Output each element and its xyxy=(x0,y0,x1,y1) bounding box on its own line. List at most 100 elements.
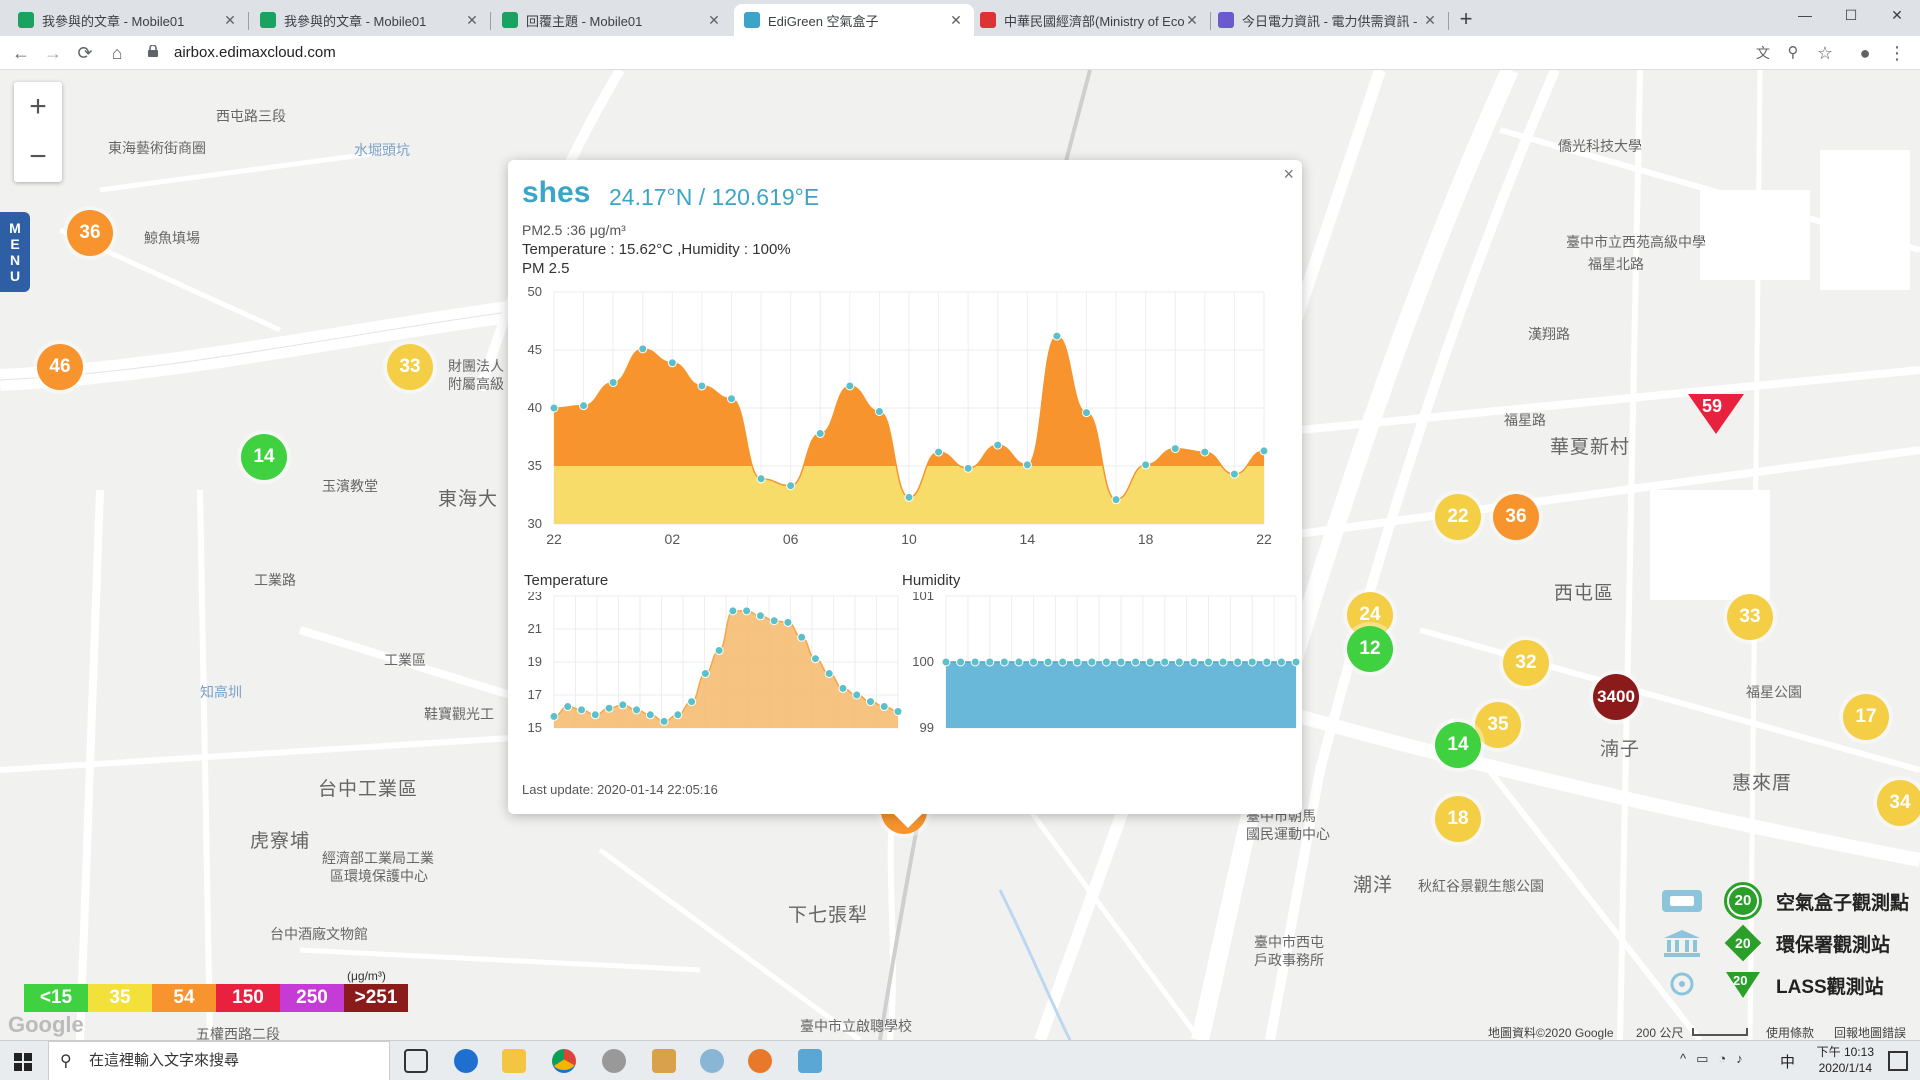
menu-dots-icon[interactable]: ⋮ xyxy=(1888,43,1906,63)
data-point xyxy=(1189,657,1199,667)
taskbar-search[interactable]: 在這裡輸入文字來搜尋 xyxy=(48,1041,390,1080)
place-label: 經濟部工業局工業 xyxy=(322,850,434,866)
data-point xyxy=(1116,657,1126,667)
data-point xyxy=(815,429,825,439)
data-point xyxy=(852,690,862,700)
tab-title: 中華民國經濟部(Ministry of Eco xyxy=(1004,13,1184,29)
chart-area xyxy=(554,610,898,728)
humidity-chart-title: Humidity xyxy=(902,572,961,589)
terms-link[interactable]: 使用條款 xyxy=(1766,1026,1815,1040)
home-icon[interactable]: ⌂ xyxy=(111,43,123,63)
close-tab-icon[interactable]: ✕ xyxy=(1424,11,1436,28)
translate-icon[interactable]: 文 xyxy=(1756,45,1770,61)
zoom-in-button[interactable]: + xyxy=(29,90,47,123)
system-clock[interactable]: 下午 10:13 2020/1/14 xyxy=(1817,1044,1874,1076)
tab-bar: 我參與的文章 - Mobile01 ✕ 我參與的文章 - Mobile01 ✕ 回覆主題… xyxy=(0,0,1920,36)
new-tab-button[interactable]: + xyxy=(1459,6,1473,31)
edge-icon[interactable] xyxy=(454,1049,478,1073)
system-tray-icons[interactable]: ^▭◔♪ xyxy=(1680,1051,1753,1066)
place-label: 華夏新村 xyxy=(1550,437,1631,458)
temperature-chart[interactable]: 15 17 19 21 23 xyxy=(508,592,902,742)
pm25-chart[interactable]: 30 35 40 45 50 22 02 06 10 14 18 22 xyxy=(508,284,1302,546)
humidity-chart[interactable]: 99 100 101 xyxy=(892,592,1302,742)
airbox-marker[interactable]: 12 xyxy=(1347,626,1393,672)
airbox-marker[interactable]: 14 xyxy=(241,434,287,480)
close-window-button[interactable]: ✕ xyxy=(1891,7,1903,23)
data-point xyxy=(824,669,834,679)
task-view-icon[interactable] xyxy=(404,1049,428,1073)
airbox-marker[interactable]: 33 xyxy=(1727,594,1773,640)
chrome-icon[interactable] xyxy=(552,1049,576,1073)
app-icon[interactable] xyxy=(602,1049,626,1073)
app-icon[interactable] xyxy=(700,1049,724,1073)
airbox-marker[interactable]: 46 xyxy=(37,344,83,390)
app-icon[interactable] xyxy=(748,1049,772,1073)
data-point xyxy=(865,697,875,707)
place-label: 西屯路三段 xyxy=(216,108,286,124)
airbox-marker[interactable]: 22 xyxy=(1435,494,1481,540)
data-point xyxy=(810,654,820,664)
report-error-link[interactable]: 回報地圖錯誤 xyxy=(1834,1026,1907,1040)
browser-tab[interactable]: 我參與的文章 - Mobile01 ✕ xyxy=(250,4,491,36)
bookmark-star-icon[interactable]: ☆ xyxy=(1816,43,1834,63)
airbox-marker[interactable]: 32 xyxy=(1503,640,1549,686)
data-point xyxy=(659,716,669,726)
close-tab-icon[interactable]: ✕ xyxy=(708,11,720,28)
close-tab-icon[interactable]: ✕ xyxy=(950,11,962,28)
back-icon[interactable]: ← xyxy=(12,43,30,63)
reload-icon[interactable]: ⟳ xyxy=(77,43,93,63)
app-icon[interactable] xyxy=(652,1049,676,1073)
airbox-marker[interactable]: 36 xyxy=(1493,494,1539,540)
airbox-marker[interactable]: 34 xyxy=(1877,780,1920,826)
airbox-marker[interactable]: 33 xyxy=(387,344,433,390)
popup-close-button[interactable]: × xyxy=(1283,164,1294,184)
notification-icon[interactable] xyxy=(1888,1051,1908,1071)
data-point xyxy=(687,697,697,707)
browser-tab[interactable]: 回覆主題 - Mobile01 ✕ xyxy=(492,4,732,36)
taipower-icon xyxy=(1218,12,1234,28)
address-bar[interactable]: airbox.edimaxcloud.com xyxy=(174,44,336,61)
data-point xyxy=(577,705,587,715)
close-tab-icon[interactable]: ✕ xyxy=(1186,11,1198,28)
app-icon[interactable] xyxy=(798,1049,822,1073)
ime-indicator[interactable]: 中 xyxy=(1780,1054,1796,1071)
data-point xyxy=(934,447,944,457)
airbox-marker[interactable]: 3400 xyxy=(1593,674,1639,720)
browser-tab[interactable]: 我參與的文章 - Mobile01 ✕ xyxy=(8,4,249,36)
close-tab-icon[interactable]: ✕ xyxy=(224,11,236,28)
data-point xyxy=(1145,657,1155,667)
forward-icon[interactable]: → xyxy=(44,43,62,63)
menu-tab[interactable]: MENU xyxy=(0,212,30,292)
airbox-marker[interactable]: 17 xyxy=(1843,694,1889,740)
browser-tab[interactable]: EdiGreen 空氣盒子 ✕ xyxy=(734,4,974,36)
data-point xyxy=(618,700,628,710)
maximize-button[interactable]: ☐ xyxy=(1844,7,1858,23)
scale-swatch: >251 xyxy=(344,984,408,1012)
y-tick-label: 15 xyxy=(528,720,542,735)
browser-tab[interactable]: 今日電力資訊 - 電力供需資訊 - 3 ✕ xyxy=(1208,4,1449,36)
profile-icon[interactable]: ● xyxy=(1859,43,1871,63)
chart-area xyxy=(946,662,1296,728)
airbox-marker[interactable]: 14 xyxy=(1435,722,1481,768)
popup-tip xyxy=(894,814,922,828)
airbox-marker[interactable]: 36 xyxy=(67,210,113,256)
browser-tab[interactable]: 中華民國經濟部(Ministry of Eco ✕ xyxy=(970,4,1211,36)
data-point xyxy=(1160,657,1170,667)
minimize-button[interactable]: — xyxy=(1798,7,1812,23)
data-point xyxy=(1131,657,1141,667)
y-tick-label: 45 xyxy=(528,342,542,357)
mobile01-icon xyxy=(260,12,276,28)
zoom-icon[interactable]: ⚲ xyxy=(1787,44,1799,61)
map-data-credit: 地圖資料©2020 Google xyxy=(1488,1026,1614,1040)
place-label: 秋紅谷景觀生態公園 xyxy=(1418,878,1544,894)
y-tick-label: 19 xyxy=(528,654,542,669)
zoom-out-button[interactable]: − xyxy=(29,140,47,173)
windows-start-icon[interactable] xyxy=(14,1053,32,1071)
file-explorer-icon[interactable] xyxy=(502,1049,526,1073)
airbox-marker[interactable]: 35 xyxy=(1475,702,1521,748)
place-label: 福星北路 xyxy=(1588,256,1644,272)
airbox-marker[interactable]: 18 xyxy=(1435,796,1481,842)
close-tab-icon[interactable]: ✕ xyxy=(466,11,478,28)
map-canvas[interactable]: 西屯路三段 東海藝術街商圈 鯨魚填場 水堀頭坑 東海大 財團法人 附屬高級 華夏… xyxy=(0,70,1920,1040)
triangle-marker[interactable] xyxy=(1688,394,1744,434)
